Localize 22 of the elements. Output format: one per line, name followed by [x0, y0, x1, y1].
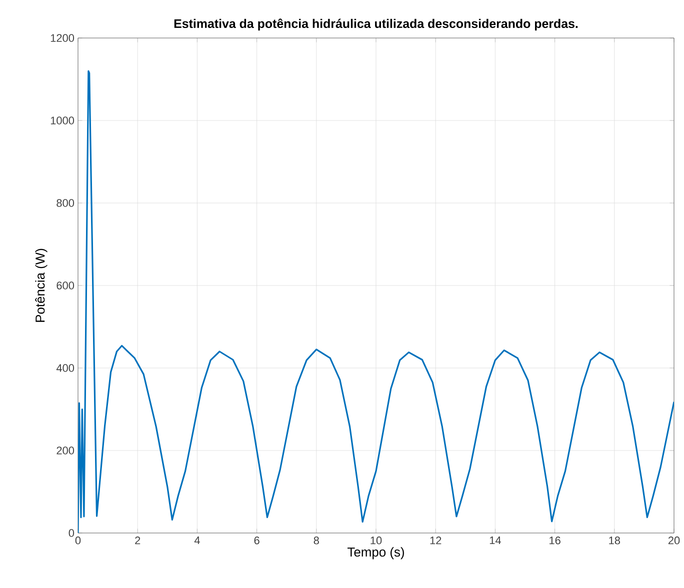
y-tick-label: 800 — [56, 199, 74, 207]
x-tick-label: 6 — [254, 536, 260, 544]
x-tick-label: 16 — [550, 536, 560, 544]
y-tick-label: 600 — [56, 282, 74, 290]
x-tick-label: 12 — [430, 536, 442, 544]
x-tick-label: 10 — [370, 536, 382, 544]
x-tick-label: 0 — [75, 536, 81, 544]
y-tick-label: 1200 — [50, 34, 74, 42]
x-tick-label: 18 — [609, 536, 620, 544]
x-tick-label: 8 — [314, 536, 319, 544]
x-tick-label: 14 — [490, 536, 501, 544]
y-tick-label: 200 — [56, 446, 74, 454]
x-tick-label: 20 — [668, 536, 680, 544]
line-series — [78, 70, 674, 533]
y-tick-label: 400 — [56, 364, 74, 372]
y-tick-label: 1000 — [50, 116, 74, 124]
x-tick-label: 2 — [135, 536, 140, 544]
x-tick-label: 4 — [194, 536, 200, 544]
y-axis-title: Potência (W) — [35, 248, 48, 322]
y-tick-label: 0 — [68, 529, 74, 537]
x-axis-title: Tempo (s) — [348, 547, 404, 560]
chart-title: Estimativa da potência hidráulica utilizada desconsiderando perdas. — [174, 18, 578, 30]
